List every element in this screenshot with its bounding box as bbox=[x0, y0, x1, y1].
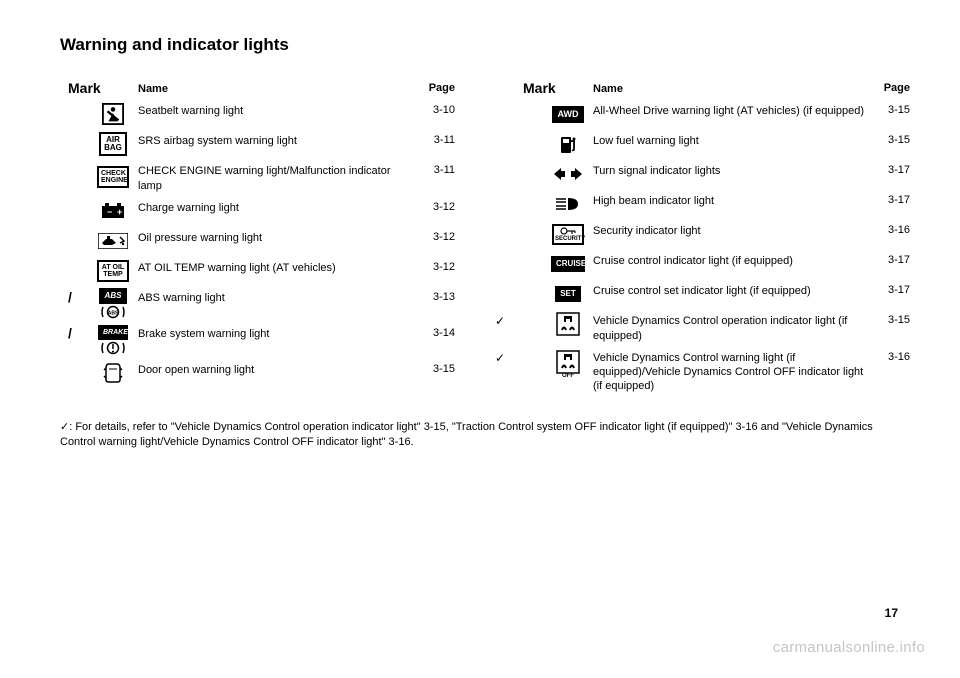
page-number: 17 bbox=[885, 606, 898, 620]
cruise-set-icon: SET bbox=[551, 282, 585, 306]
page-title: Warning and indicator lights bbox=[60, 35, 900, 55]
row-check-engine: CHECKENGINE CHECK ENGINE warning light/M… bbox=[40, 162, 455, 193]
seatbelt-icon bbox=[96, 102, 130, 126]
footer-note: ✓: For details, refer to "Vehicle Dynami… bbox=[0, 400, 960, 451]
row-awd: AWD All-Wheel Drive warning light (AT ve… bbox=[495, 102, 910, 126]
row-brake: / BRAKE Brake system warning light 3-14 bbox=[40, 325, 455, 355]
row-seatbelt: Seatbelt warning light 3-10 bbox=[40, 102, 455, 126]
svg-text:−: − bbox=[107, 207, 112, 217]
row-at-oil-temp: AT OILTEMP AT OIL TEMP warning light (AT… bbox=[40, 259, 455, 283]
oil-icon bbox=[96, 229, 130, 253]
security-icon: SECURITY bbox=[551, 222, 585, 246]
abs-icon: ABS ABS bbox=[96, 289, 130, 319]
row-fuel: Low fuel warning light 3-15 bbox=[495, 132, 910, 156]
check-engine-icon: CHECKENGINE bbox=[96, 162, 130, 192]
row-door-ajar: Door open warning light 3-15 bbox=[40, 361, 455, 385]
awd-icon: AWD bbox=[551, 102, 585, 126]
turn-signal-icon bbox=[551, 162, 585, 186]
left-column: Mark Name Page Seatbelt warning light 3-… bbox=[40, 80, 455, 400]
fuel-icon bbox=[551, 132, 585, 156]
vdc-off-icon: OFF bbox=[551, 349, 585, 379]
right-column: Mark Name Page AWD All-Wheel Drive warni… bbox=[495, 80, 910, 400]
svg-text:+: + bbox=[117, 207, 122, 217]
row-vdc-op: ✓ Vehicle Dynamics Control operation ind… bbox=[495, 312, 910, 343]
row-security: SECURITY Security indicator light 3-16 bbox=[495, 222, 910, 246]
door-ajar-icon bbox=[96, 361, 130, 385]
svg-text:ABS: ABS bbox=[108, 311, 119, 317]
row-abs: / ABS ABS ABS warning light 3-13 bbox=[40, 289, 455, 319]
row-high-beam: High beam indicator light 3-17 bbox=[495, 192, 910, 216]
column-header: Mark Name Page bbox=[40, 80, 455, 96]
cruise-icon: CRUISE bbox=[551, 252, 585, 276]
row-turn-signal: Turn signal indicator lights 3-17 bbox=[495, 162, 910, 186]
brake-icon: BRAKE bbox=[96, 325, 130, 355]
row-vdc-off: ✓ OFF Vehicle Dynamics Control warning l… bbox=[495, 349, 910, 394]
at-oil-temp-icon: AT OILTEMP bbox=[96, 259, 130, 283]
vdc-op-icon bbox=[551, 312, 585, 336]
high-beam-icon bbox=[551, 192, 585, 216]
battery-icon: −+ bbox=[96, 199, 130, 223]
svg-text:OFF: OFF bbox=[562, 373, 574, 378]
row-cruise-set: SET Cruise control set indicator light (… bbox=[495, 282, 910, 306]
row-cruise: CRUISE Cruise control indicator light (i… bbox=[495, 252, 910, 276]
row-airbag: AIRBAG SRS airbag system warning light 3… bbox=[40, 132, 455, 156]
row-oil: Oil pressure warning light 3-12 bbox=[40, 229, 455, 253]
watermark: carmanualsonline.info bbox=[773, 639, 925, 656]
row-battery: −+ Charge warning light 3-12 bbox=[40, 199, 455, 223]
column-header: Mark Name Page bbox=[495, 80, 910, 96]
airbag-icon: AIRBAG bbox=[96, 132, 130, 156]
